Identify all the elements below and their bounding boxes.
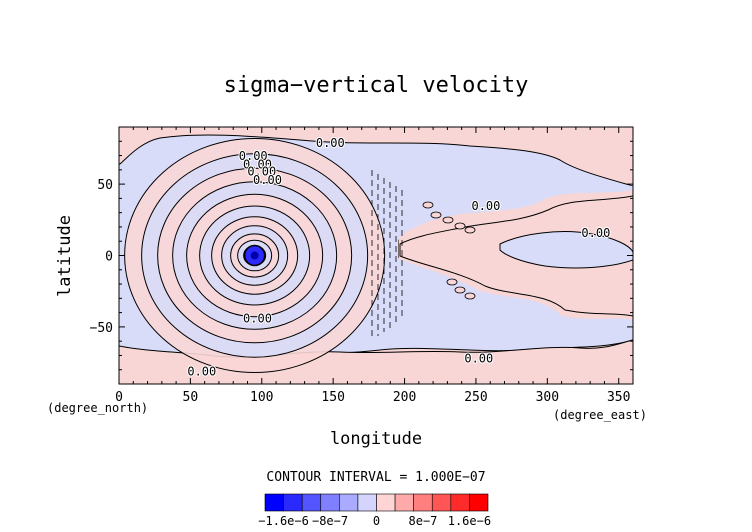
x-axis-label: longitude bbox=[330, 429, 422, 449]
x-tick-label: 250 bbox=[464, 390, 487, 405]
y-axis-label: latitude bbox=[55, 215, 75, 297]
contour-field: 0.000.000.000.000.000.000.000.000.000.00 bbox=[119, 127, 633, 384]
vortex-center bbox=[250, 251, 259, 260]
contour-oval bbox=[430, 211, 442, 219]
axis-ticks: 0 50 100 150 200 250 300 350 −50 0 50 bbox=[90, 127, 633, 405]
colorbar-swatch bbox=[283, 493, 303, 512]
colorbar-swatch bbox=[320, 493, 340, 512]
contour-oval bbox=[464, 226, 476, 234]
contour-value-label: 0.00 bbox=[239, 149, 268, 163]
colorbar-swatch bbox=[413, 493, 433, 512]
contour-value-label: 0.00 bbox=[187, 364, 216, 378]
contour-oval bbox=[464, 292, 476, 300]
x-tick-label: 300 bbox=[536, 390, 559, 405]
contour-interval-text: CONTOUR INTERVAL = 1.000E−07 bbox=[266, 470, 485, 485]
colorbar-tick-label: 8e−7 bbox=[409, 514, 438, 528]
colorbar-tick-label: −8e−7 bbox=[312, 514, 348, 528]
x-tick-label: 350 bbox=[607, 390, 630, 405]
contour-value-label: 0.00 bbox=[243, 157, 272, 171]
y-tick-label: 0 bbox=[105, 250, 113, 265]
colorbar-swatch bbox=[450, 493, 470, 512]
colorbar-swatch bbox=[469, 493, 489, 512]
x-tick-label: 50 bbox=[183, 390, 199, 405]
colorbar-swatch bbox=[376, 493, 396, 512]
y-tick-label: 50 bbox=[97, 178, 113, 193]
contour-value-label: 0.00 bbox=[253, 173, 282, 187]
colorbar-swatch bbox=[394, 493, 414, 512]
y-tick-label: −50 bbox=[90, 321, 113, 336]
colorbar-tick-label: 0 bbox=[373, 514, 380, 528]
contour-value-label: 0.00 bbox=[581, 226, 610, 240]
negative-pool-east-inner bbox=[499, 231, 633, 269]
plot-area: 0.000.000.000.000.000.000.000.000.000.00 bbox=[118, 126, 634, 385]
x-unit-label: (degree_east) bbox=[553, 408, 647, 422]
contour-value-label: 0.00 bbox=[471, 199, 500, 213]
x-tick-label: 100 bbox=[250, 390, 273, 405]
contour-oval bbox=[422, 201, 434, 209]
colorbar-swatch bbox=[301, 493, 322, 512]
contour-value-label: 0.00 bbox=[464, 352, 493, 366]
y-unit-label: (degree_north) bbox=[47, 401, 148, 415]
x-tick-label: 150 bbox=[321, 390, 344, 405]
colorbar-swatch bbox=[264, 493, 284, 512]
contour-value-label: 0.00 bbox=[316, 136, 345, 150]
x-tick-label: 0 bbox=[115, 390, 123, 405]
contour-value-label: 0.00 bbox=[243, 312, 272, 326]
positive-region-north bbox=[119, 127, 633, 187]
contour-oval bbox=[446, 278, 458, 286]
colorbar: −1.6e−6 −8e−7 0 8e−7 1.6e−6 bbox=[258, 493, 491, 528]
x-tick-label: 200 bbox=[393, 390, 416, 405]
contour-oval bbox=[442, 216, 454, 224]
chart-title: sigma−vertical velocity bbox=[224, 73, 529, 98]
colorbar-swatch bbox=[431, 493, 452, 512]
colorbar-swatch bbox=[357, 493, 377, 512]
contour-oval bbox=[454, 286, 466, 294]
contour-value-label: 0.00 bbox=[247, 165, 276, 179]
colorbar-tick-label: 1.6e−6 bbox=[448, 514, 491, 528]
colorbar-tick-label: −1.6e−6 bbox=[258, 514, 309, 528]
colorbar-swatch bbox=[339, 493, 359, 512]
contour-oval bbox=[454, 222, 466, 230]
